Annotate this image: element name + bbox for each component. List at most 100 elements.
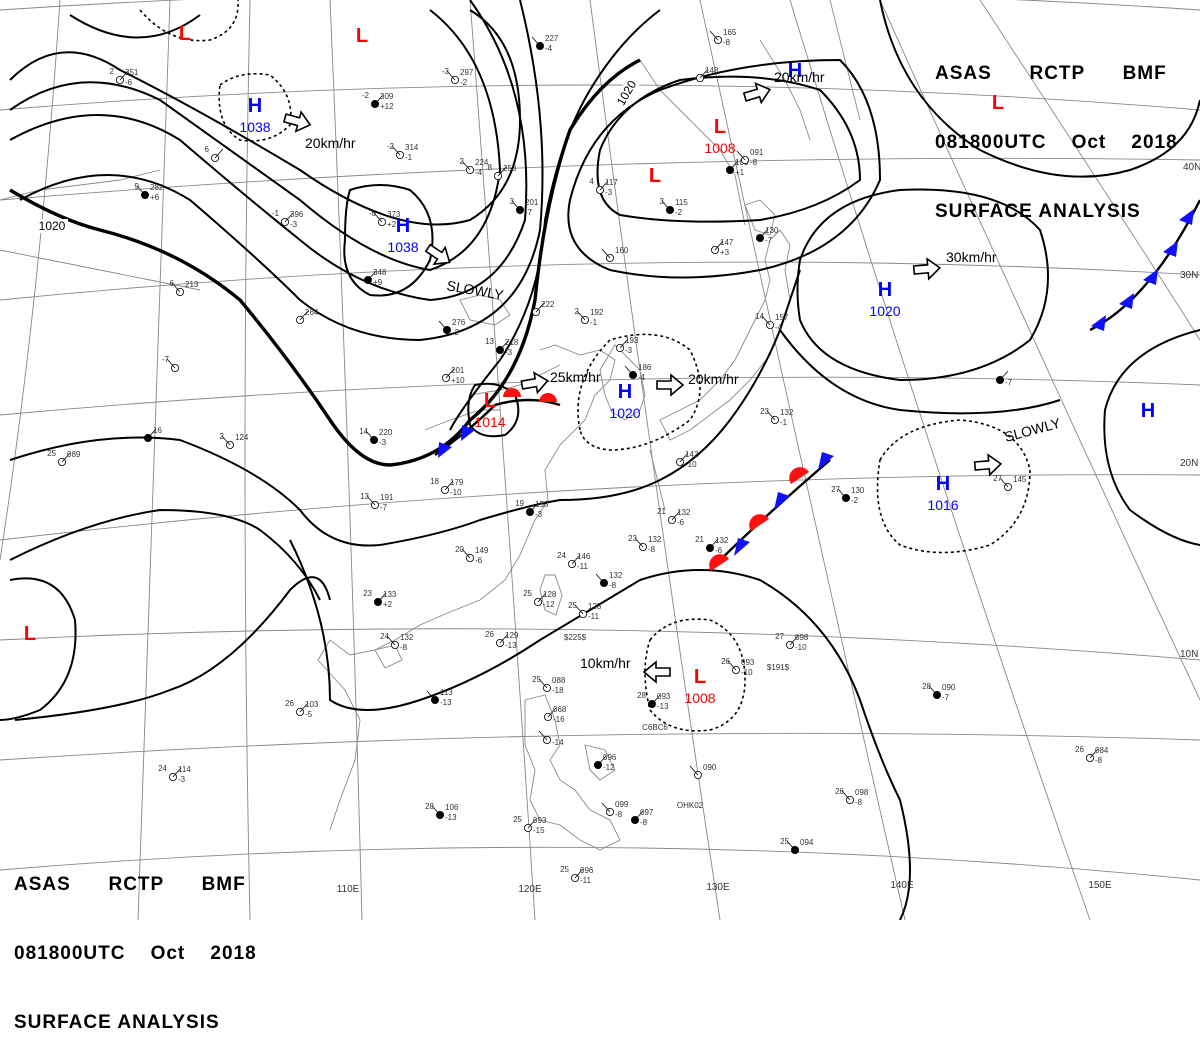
station-pressure: 220 [379,428,393,437]
station-temp: -2 [387,142,395,151]
wind-barb [671,510,681,521]
wind-barb [651,694,661,705]
movement-arrow: 25km/hr [520,369,601,395]
station-plot: 27 130-2 [831,485,865,505]
station-temp: 19 [515,499,524,508]
station-temp: 25 [780,837,789,846]
station-temp: 21 [695,535,704,544]
station-tendency: -1 [405,153,413,162]
station-tendency: -2 [452,328,460,337]
wind-barb [786,840,796,851]
station-plot: 13 218-3 [485,337,519,357]
isobar-line [596,75,862,223]
meridian-line [244,0,251,920]
station-tendency: -8 [855,798,863,807]
wind-barb [837,488,847,499]
station-plot: -7 [996,370,1013,387]
svg-text:1020: 1020 [39,219,66,233]
station-temp: 25 [560,865,569,874]
center-pressure-value: 1016 [927,497,958,513]
station-plot: -7 [162,355,179,372]
station-temp: 28 [637,691,646,700]
station-pressure: 128 [588,602,602,611]
svg-text:L: L [649,165,661,187]
header-center: RCTP [1029,63,1085,84]
station-plot: 099-8 [601,800,629,819]
parallel-line [0,84,1200,111]
station-plot: 130-7 [756,226,779,245]
header-month-2: Oct [150,943,186,964]
wind-barb [529,502,539,513]
cold-front-symbol [1143,269,1158,285]
station-pressure: 093 [533,816,547,825]
station-temp: 13 [360,492,369,501]
wind-barb [634,537,644,548]
wind-barb [634,810,644,821]
station-temp: 14 [359,427,368,436]
station-pressure: 132 [677,508,691,517]
station-plot: 26 093-10 [721,657,755,677]
station-temp: 26 [721,657,730,666]
grid-labels: 110E 120E 130E 140E 150E 40N 30N 20N 10N [337,162,1200,895]
station-pressure: 094 [800,838,814,847]
meridian-line [469,0,536,920]
station-tendency: +9 [373,278,383,287]
cold-front-symbol [438,442,452,458]
cold-front-symbol [1119,293,1134,309]
low-pressure-center: L [24,623,36,645]
header-time: 081800UTC [935,132,1047,153]
parallel-line [0,732,1200,761]
coastline [829,0,861,121]
station-temp: 2 [460,157,465,166]
wind-barb [531,36,541,47]
station-plot: 2 124 [220,432,249,449]
wind-barb [299,702,309,713]
station-pressure: 129 [505,631,519,640]
wind-barb [759,228,769,239]
station-temp: 20 [455,545,464,554]
cold-front-symbol [1179,209,1194,225]
wind-barb [511,200,521,211]
wind-barb [841,790,851,801]
coastline [649,449,666,511]
station-plot: 18 179-10 [430,477,464,497]
station-pressure: 068 [553,705,567,714]
station-pressure: 130 [851,486,865,495]
movement-arrow: 20km/hr [282,110,356,151]
svg-text:H: H [878,279,892,301]
station-pressure: 192 [590,308,604,317]
coastline [0,249,201,291]
isobar-dashed [139,0,239,42]
ship-call-sign: $225$ [564,633,587,642]
wind-barb [547,707,557,718]
station-plot: 23 132-8 [628,534,662,554]
station-pressure: 117 [605,178,618,187]
wind-barb [377,592,387,603]
station-plot: 27 145 [993,474,1027,491]
wind-barb [166,358,176,369]
wind-barb [689,765,699,776]
low-pressure-center: L 1008 [704,116,735,156]
station-pressure: 098 [855,788,869,797]
station-tendency: -10 [685,460,697,469]
wind-barb [727,660,737,671]
header-time-2: 081800UTC [14,943,126,964]
station-pressure: 088 [552,676,566,685]
station-temp: 13 [485,337,494,346]
station-tendency: -18 [552,686,564,695]
station-tendency: -3 [625,346,633,355]
station-plot: -2 309+12 [362,91,394,111]
warm-front-symbol [709,554,729,571]
isobar-line [467,382,520,438]
station-tendency: -4 [638,373,646,382]
station-plot: 068-16 [544,705,567,724]
station-pressure: 147 [720,238,734,247]
station-temp: 25 [568,601,577,610]
station-plot: 2 224-4 [460,157,489,177]
isobars: 1020 1020 [0,0,1200,920]
station-temp: 28 [425,802,434,811]
low-pressure-center: L [179,23,191,45]
station-tendency: +3 [720,248,730,257]
wind-barb [214,148,224,159]
station-tendency: +2 [387,220,397,229]
